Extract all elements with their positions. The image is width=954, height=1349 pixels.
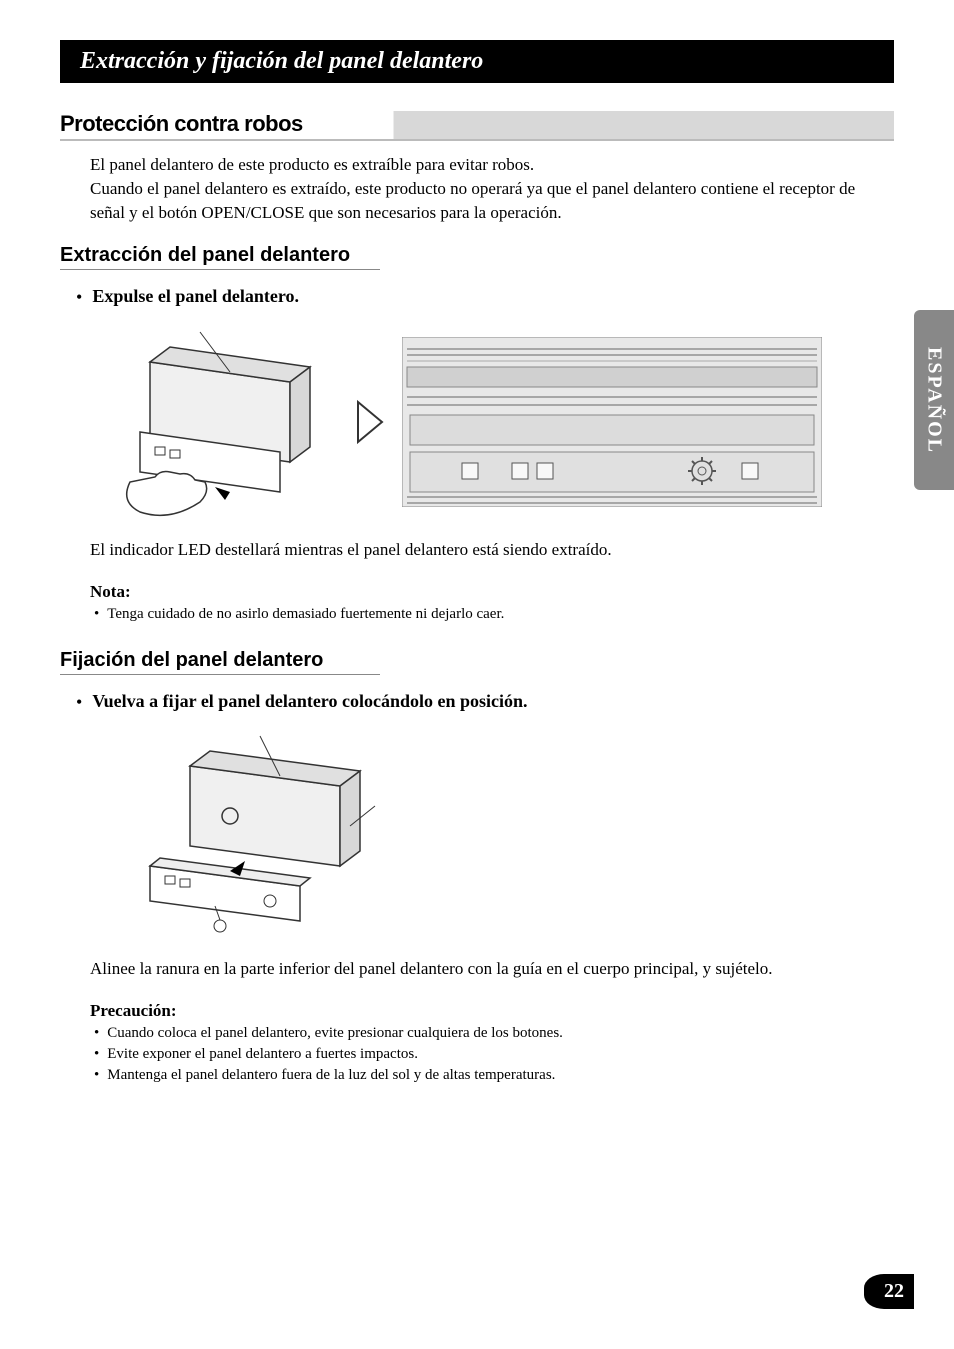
- figure-attach-panel: [120, 726, 380, 936]
- caution-text: Cuando coloca el panel delantero, evite …: [107, 1023, 563, 1044]
- section-heading-text: Protección contra robos: [60, 111, 303, 136]
- caution-item: • Mantenga el panel delantero fuera de l…: [94, 1065, 894, 1086]
- bullet-icon: •: [76, 691, 82, 714]
- bullet-icon: •: [76, 286, 82, 309]
- section2-after-fig: El indicador LED destellará mientras el …: [90, 538, 894, 562]
- caution-item: • Cuando coloca el panel delantero, evit…: [94, 1023, 894, 1044]
- section1-paragraph: El panel delantero de este producto es e…: [90, 153, 894, 224]
- bullet-icon: •: [94, 1023, 99, 1044]
- arrow-right-icon: [356, 392, 386, 452]
- bullet-text: Vuelva a fijar el panel delantero colocá…: [92, 691, 527, 712]
- page-title-text: Extracción y fijación del panel delanter…: [80, 48, 483, 74]
- note-label: Nota:: [90, 582, 894, 602]
- note-block: Nota: • Tenga cuidado de no asirlo demas…: [90, 582, 894, 625]
- caution-block: Precaución: • Cuando coloca el panel del…: [90, 1001, 894, 1086]
- bullet-icon: •: [94, 1044, 99, 1065]
- bullet-text: Expulse el panel delantero.: [92, 286, 299, 307]
- section3-after-fig: Alinee la ranura en la parte inferior de…: [90, 957, 894, 981]
- bullet-icon: •: [94, 604, 99, 625]
- caution-text: Evite exponer el panel delantero a fuert…: [107, 1044, 418, 1065]
- note-item: • Tenga cuidado de no asirlo demasiado f…: [94, 604, 894, 625]
- bullet-icon: •: [94, 1065, 99, 1086]
- figure-attach-container: [120, 726, 894, 941]
- note-text: Tenga cuidado de no asirlo demasiado fue…: [107, 604, 504, 625]
- language-tab-text: ESPAÑOL: [923, 347, 946, 454]
- section-heading-proteccion: Protección contra robos: [60, 111, 894, 141]
- section-heading-fijacion: Fijación del panel delantero: [60, 649, 380, 675]
- section-heading-extraccion: Extracción del panel delantero: [60, 244, 380, 270]
- page-title-bar: Extracción y fijación del panel delanter…: [60, 40, 894, 83]
- bullet-fijar: • Vuelva a fijar el panel delantero colo…: [76, 691, 894, 714]
- page-number-text: 22: [884, 1280, 904, 1302]
- caution-label: Precaución:: [90, 1001, 894, 1021]
- caution-item: • Evite exponer el panel delantero a fue…: [94, 1044, 894, 1065]
- caution-text: Mantenga el panel delantero fuera de la …: [107, 1065, 555, 1086]
- figure-remove-panel: [100, 322, 340, 522]
- sub-heading-text: Extracción del panel delantero: [60, 244, 350, 266]
- figure-front-unit: [402, 337, 822, 507]
- sub-heading-text: Fijación del panel delantero: [60, 649, 323, 671]
- bullet-expulse: • Expulse el panel delantero.: [76, 286, 894, 309]
- figure-row-extraccion: [100, 322, 894, 522]
- language-tab: ESPAÑOL: [914, 310, 954, 490]
- page-number-badge: 22: [864, 1274, 914, 1309]
